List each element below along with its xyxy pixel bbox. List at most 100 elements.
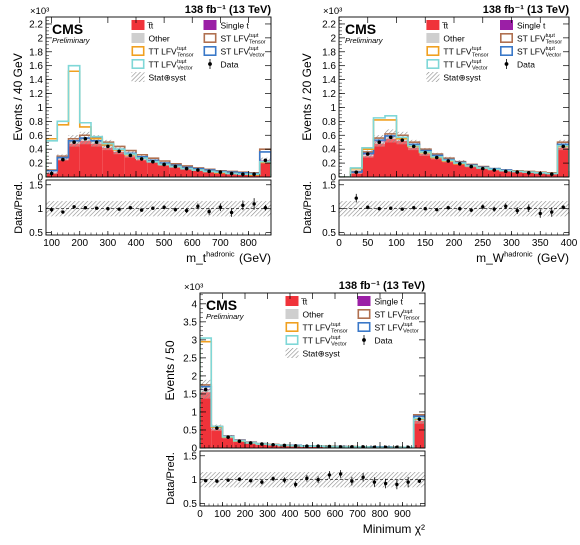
x-tick-label: 600: [327, 509, 344, 520]
ratio-plot-area: [46, 198, 271, 217]
ratio-point: [395, 482, 399, 487]
data-point: [515, 170, 520, 174]
ttbar-bar: [91, 143, 103, 177]
legend-label: Stat⊕syst: [443, 73, 481, 83]
y-tick-label: 0.2: [29, 159, 43, 170]
data-point: [260, 442, 264, 446]
legend-label-sub: Tensor: [249, 40, 266, 46]
legend-label: Other: [149, 34, 170, 44]
preliminary-label: Preliminary: [52, 36, 91, 45]
legend-label-sup: tuμt: [546, 33, 556, 39]
legend-swatch: [426, 33, 440, 43]
ttbar-bar: [413, 420, 425, 448]
y-axis-title: Events / 50: [163, 340, 177, 400]
legend-swatch: [285, 348, 299, 358]
legend-ttbar: t̅t: [426, 20, 449, 31]
y-tick-label: 4: [191, 299, 197, 310]
main-plot-area: [339, 114, 569, 177]
legend-swatch-point: [362, 338, 366, 342]
ratio-point: [207, 209, 211, 214]
ratio-y-tick-label: 1: [191, 475, 197, 486]
legend-swatch: [131, 45, 145, 56]
data-point: [184, 166, 189, 171]
y-tick-label: 0: [330, 173, 336, 184]
data-point: [61, 157, 65, 162]
ratio-y-axis-title: Data/Pred.: [165, 452, 177, 505]
y-tick-label: 1: [191, 407, 197, 418]
y-axis-title: Events / 40 GeV: [11, 53, 25, 140]
legend-swatch: [131, 33, 145, 43]
ratio-point: [469, 208, 473, 212]
ratio-y-axis-title: Data/Pred.: [302, 181, 314, 234]
ratio-y-tick-label: 0.5: [183, 499, 197, 510]
ratio-y-axis-title: Data/Pred.: [13, 181, 25, 234]
legend-label-sup: tuμt: [546, 46, 556, 52]
tt-vector-line: [339, 114, 569, 177]
y-tick-label: 0.2: [322, 159, 336, 170]
legend-singlet: Single t: [357, 296, 403, 307]
ratio-y-tick-label: 1.5: [29, 180, 43, 191]
y-tick-label: 2.2: [29, 19, 43, 30]
legend-label: ST LFV: [375, 323, 404, 333]
legend-swatch: [499, 32, 513, 43]
data-point: [388, 135, 393, 140]
ratio-point: [271, 477, 275, 481]
legend-label-sub: Tensor: [403, 316, 420, 322]
data-point: [106, 144, 110, 149]
ratio-point: [561, 205, 565, 209]
legend-label: t̅t: [301, 297, 308, 307]
preliminary-label: Preliminary: [345, 36, 384, 45]
ratio-y-tick-label: 1: [37, 204, 43, 215]
x-tick-label: 400: [128, 238, 145, 249]
ratio-point: [162, 205, 166, 209]
legend-label: Stat⊕syst: [149, 73, 187, 83]
data-point: [173, 164, 178, 169]
legend-label-sup: tuμt: [403, 322, 413, 328]
legend-label: TT LFV: [303, 336, 332, 346]
legend-other: Other: [131, 33, 170, 44]
legend-label-sup: tuμt: [177, 46, 187, 52]
data-point: [226, 435, 230, 439]
legend-label-sub: Vector: [403, 329, 419, 335]
ratio-point: [458, 206, 462, 211]
legend-swatch: [285, 321, 299, 332]
ratio-point: [293, 482, 298, 487]
legend-singlet: Single t: [203, 20, 249, 31]
y-tick-label: 0.8: [29, 117, 43, 128]
legend-label: Data: [517, 60, 535, 70]
y-tick-label: 3.5: [183, 317, 197, 328]
ttbar-bar: [373, 143, 385, 177]
cms-label: CMS: [52, 21, 83, 37]
y-tick-label: 1.5: [183, 389, 197, 400]
ratio-point: [550, 210, 554, 214]
ratio-point: [492, 207, 496, 211]
legend-swatch: [357, 308, 371, 319]
legend-label: TT LFV: [443, 47, 472, 57]
legend-label: TT LFV: [443, 60, 472, 70]
ratio-point: [83, 206, 88, 210]
legend-data: Data: [504, 59, 535, 70]
x-tick-label: 150: [417, 238, 434, 249]
ratio-plot-area: [339, 193, 569, 218]
x-tick-label: 300: [100, 238, 117, 249]
x-tick-label: 400: [561, 238, 578, 249]
ttbar-bar: [68, 143, 80, 177]
ttbar-bar: [557, 147, 569, 177]
ttbar-bar: [113, 151, 125, 177]
legend-swatch: [426, 58, 440, 69]
ttbar-bar: [259, 163, 271, 177]
data-point: [117, 149, 121, 154]
data-point: [526, 171, 531, 175]
ratio-point: [515, 208, 519, 213]
ratio-point: [218, 205, 223, 209]
ratio-point: [61, 210, 65, 214]
ttbar-bar: [431, 158, 443, 177]
legend-swatch: [131, 58, 145, 69]
legend-swatch: [426, 20, 440, 30]
y-tick-label: 2: [191, 371, 197, 382]
